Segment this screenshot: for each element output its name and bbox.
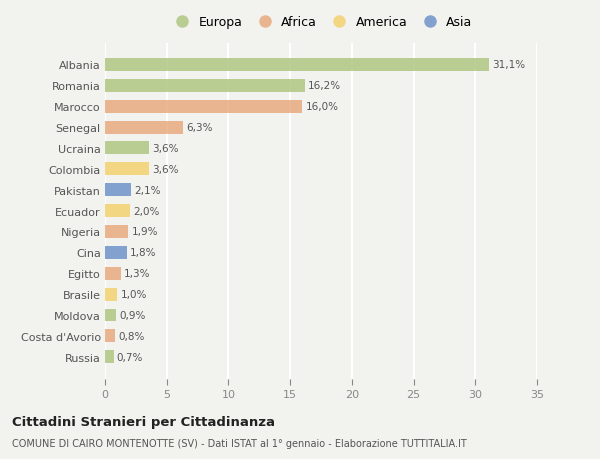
Text: 3,6%: 3,6% bbox=[152, 144, 179, 154]
Text: 1,3%: 1,3% bbox=[124, 269, 151, 279]
Bar bbox=[105, 267, 121, 280]
Text: 3,6%: 3,6% bbox=[152, 164, 179, 174]
Text: 0,7%: 0,7% bbox=[117, 352, 143, 362]
Text: 1,0%: 1,0% bbox=[121, 290, 147, 299]
Text: Cittadini Stranieri per Cittadinanza: Cittadini Stranieri per Cittadinanza bbox=[12, 415, 275, 428]
Bar bbox=[105, 351, 113, 364]
Bar bbox=[105, 205, 130, 218]
Bar bbox=[105, 101, 302, 113]
Bar bbox=[105, 142, 149, 155]
Text: 1,9%: 1,9% bbox=[131, 227, 158, 237]
Text: 1,8%: 1,8% bbox=[130, 248, 157, 258]
Text: 6,3%: 6,3% bbox=[186, 123, 212, 133]
Text: COMUNE DI CAIRO MONTENOTTE (SV) - Dati ISTAT al 1° gennaio - Elaborazione TUTTIT: COMUNE DI CAIRO MONTENOTTE (SV) - Dati I… bbox=[12, 438, 467, 448]
Text: 0,8%: 0,8% bbox=[118, 331, 145, 341]
Bar bbox=[105, 330, 115, 342]
Text: 31,1%: 31,1% bbox=[492, 60, 525, 70]
Bar bbox=[105, 163, 149, 176]
Text: 2,0%: 2,0% bbox=[133, 206, 159, 216]
Text: 0,9%: 0,9% bbox=[119, 310, 146, 320]
Bar bbox=[105, 59, 489, 72]
Bar bbox=[105, 225, 128, 238]
Text: 16,0%: 16,0% bbox=[305, 102, 338, 112]
Bar bbox=[105, 121, 183, 134]
Bar bbox=[105, 288, 118, 301]
Text: 2,1%: 2,1% bbox=[134, 185, 161, 195]
Text: 16,2%: 16,2% bbox=[308, 81, 341, 91]
Legend: Europa, Africa, America, Asia: Europa, Africa, America, Asia bbox=[164, 11, 478, 34]
Bar bbox=[105, 246, 127, 259]
Bar bbox=[105, 80, 305, 93]
Bar bbox=[105, 309, 116, 322]
Bar bbox=[105, 184, 131, 197]
